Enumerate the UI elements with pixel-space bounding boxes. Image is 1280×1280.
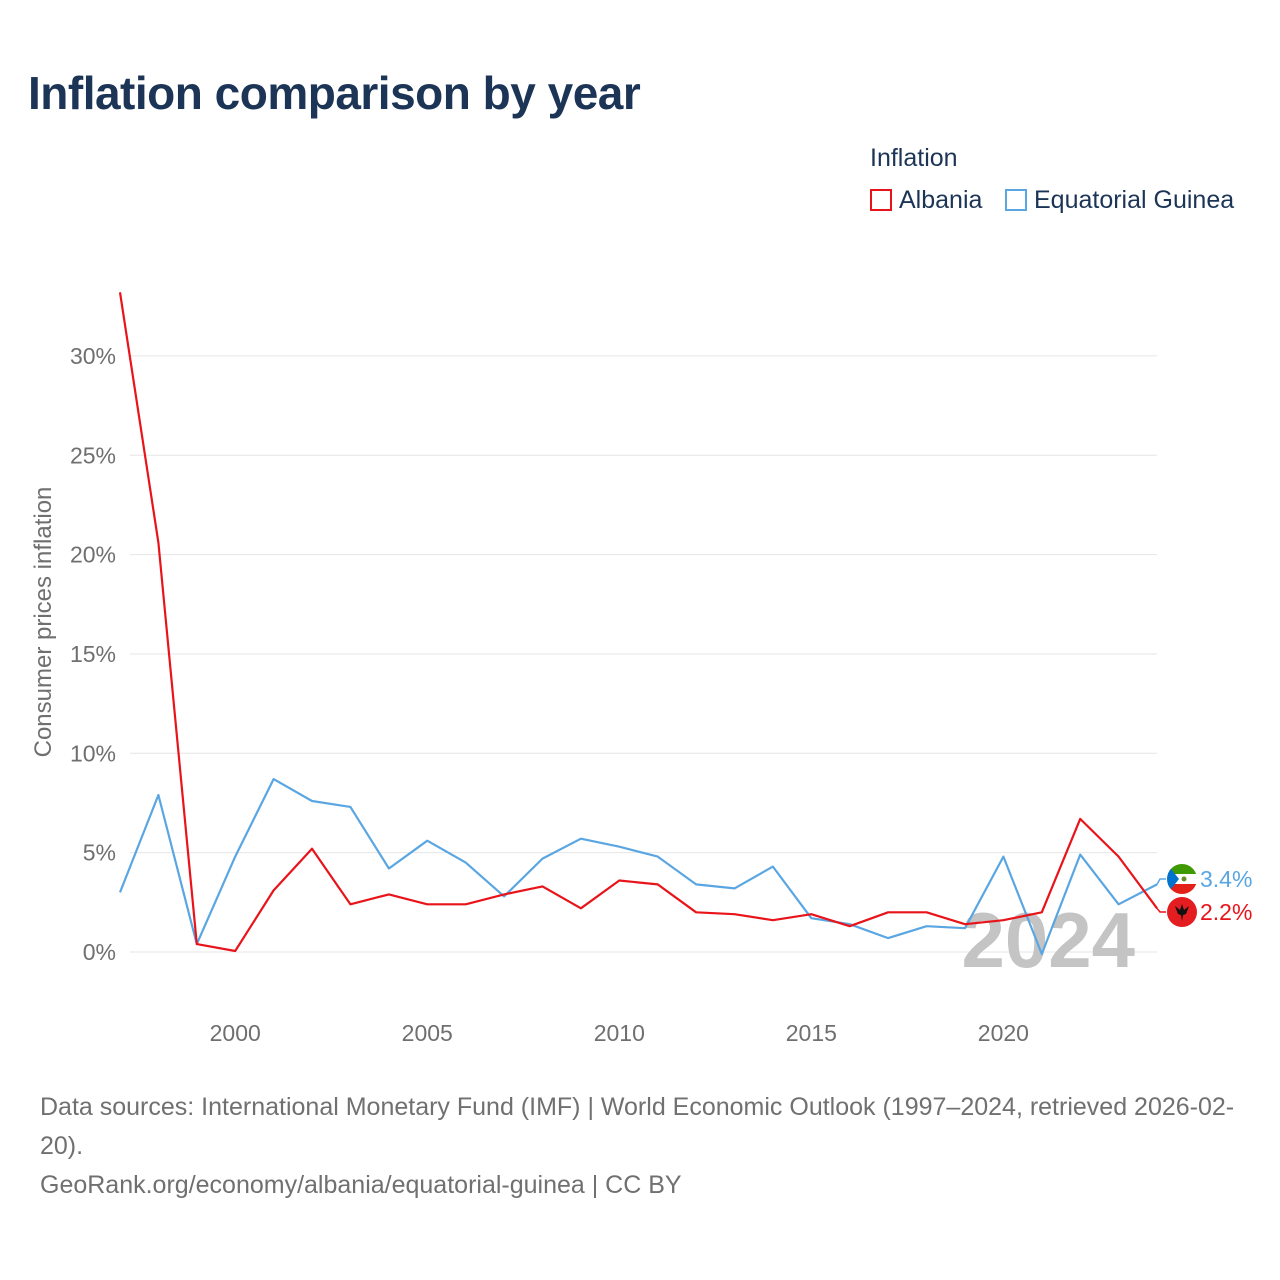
legend-swatch-equatorial-guinea xyxy=(1005,189,1027,211)
leader-line-equatorial-guinea xyxy=(1156,878,1166,885)
x-tick-label-2005: 2005 xyxy=(402,1020,453,1046)
legend-label-equatorial-guinea: Equatorial Guinea xyxy=(1034,185,1235,214)
leader-line-albania xyxy=(1156,907,1166,913)
footer: Data sources: International Monetary Fun… xyxy=(40,1088,1250,1205)
x-tick-label-2015: 2015 xyxy=(786,1020,837,1046)
y-tick-label-0: 0% xyxy=(83,939,116,965)
y-tick-label-15: 15% xyxy=(70,641,116,667)
series-line-equatorial-guinea xyxy=(118,777,1158,956)
flag-equatorial-guinea-icon xyxy=(1167,864,1197,894)
y-tick-label-25: 25% xyxy=(70,442,116,468)
legend-item-albania[interactable]: Albania xyxy=(870,185,982,215)
legend-label-albania: Albania xyxy=(899,185,983,214)
x-tick-label-2010: 2010 xyxy=(594,1020,645,1046)
legend-item-equatorial-guinea[interactable]: Equatorial Guinea xyxy=(1005,185,1234,215)
x-tick-label-2020: 2020 xyxy=(978,1020,1029,1046)
end-value-label-albania: 2.2% xyxy=(1200,899,1252,925)
y-tick-label-5: 5% xyxy=(83,840,116,866)
chart-title: Inflation comparison by year xyxy=(28,67,641,119)
data-sources: Data sources: International Monetary Fun… xyxy=(40,1093,1235,1160)
y-axis-label: Consumer prices inflation xyxy=(30,487,57,758)
y-tick-label-30: 30% xyxy=(70,343,116,369)
flag-albania-icon xyxy=(1167,897,1197,927)
y-tick-label-20: 20% xyxy=(70,542,116,568)
x-tick-label-2000: 2000 xyxy=(210,1020,261,1046)
credit-line: GeoRank.org/economy/albania/equatorial-g… xyxy=(40,1171,682,1199)
end-value-label-equatorial-guinea: 3.4% xyxy=(1200,866,1252,892)
line-chart: 0% 5% 10% 15% 20% 25% 30% 2000 2005 2010 2015 2020 C… xyxy=(30,292,1252,1046)
legend-title: Inflation xyxy=(870,144,958,172)
series-line-albania xyxy=(118,292,1158,953)
legend-swatch-albania xyxy=(870,189,892,211)
y-tick-label-10: 10% xyxy=(70,740,116,766)
